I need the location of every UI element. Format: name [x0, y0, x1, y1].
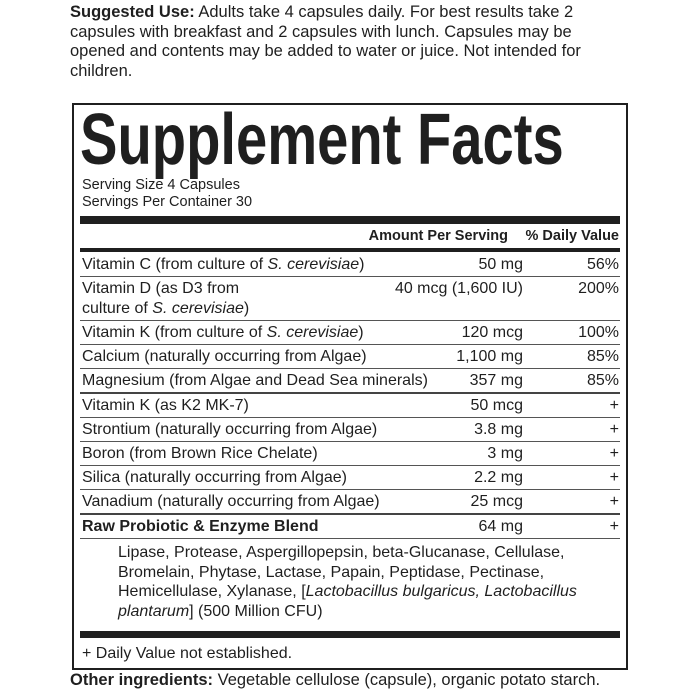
nutrient-row: Vitamin K (from culture of S. cerevisiae…: [80, 321, 620, 345]
nutrient-amount: 50 mcg: [470, 397, 523, 414]
nutrient-dv: 200%: [578, 280, 619, 297]
nutrient-name-suffix: ): [358, 324, 364, 341]
footnote: + Daily Value not established.: [82, 645, 293, 662]
nutrient-amount: 64 mg: [478, 518, 523, 535]
nutrient-name-text: Vanadium (naturally occurring from Algae…: [82, 493, 380, 510]
nutrient-name-text: Calcium (naturally occurring from Algae): [82, 348, 367, 365]
divider-bottom: [80, 631, 620, 638]
suggested-use-label: Suggested Use:: [70, 3, 195, 21]
amount-header: Amount Per Serving: [368, 228, 508, 244]
nutrient-name-text: Raw Probiotic & Enzyme Blend: [82, 518, 319, 535]
nutrient-table: Vitamin C (from culture of S. cerevisiae…: [80, 253, 620, 621]
suggested-use: Suggested Use: Adults take 4 capsules da…: [70, 3, 630, 81]
divider-thick: [80, 216, 620, 224]
nutrient-name: Calcium (naturally occurring from Algae): [82, 347, 620, 367]
panel-title: Supplement Facts: [80, 100, 564, 180]
suggested-use-text: Adults take 4 capsules daily. For best r…: [70, 3, 581, 80]
blend-text: Lipase, Protease, Aspergillopepsin, beta…: [118, 544, 565, 600]
nutrient-name-text: Vitamin C (from culture of: [82, 256, 268, 273]
nutrient-dv: 85%: [586, 348, 619, 365]
nutrient-dv: 100%: [578, 324, 619, 341]
nutrient-name: Vitamin K (from culture of S. cerevisiae…: [82, 323, 620, 343]
nutrient-dv: +: [609, 493, 619, 510]
nutrient-name: Magnesium (from Algae and Dead Sea miner…: [82, 371, 620, 391]
nutrient-dv: +: [609, 421, 619, 438]
nutrient-row: Vitamin K (as K2 MK-7) 50 mcg +: [80, 394, 620, 418]
nutrient-name: Raw Probiotic & Enzyme Blend: [82, 517, 620, 537]
nutrient-name: Vitamin D (as D3 from culture of S. cere…: [82, 279, 272, 319]
nutrient-name: Boron (from Brown Rice Chelate): [82, 444, 620, 464]
serving-size: Serving Size 4 Capsules: [82, 177, 240, 193]
nutrient-row: Vanadium (naturally occurring from Algae…: [80, 490, 620, 515]
nutrient-amount: 25 mcg: [470, 493, 523, 510]
blend-ingredients: Lipase, Protease, Aspergillopepsin, beta…: [80, 539, 618, 621]
nutrient-name: Vitamin C (from culture of S. cerevisiae…: [82, 255, 620, 275]
other-ingredients-label: Other ingredients:: [70, 671, 214, 689]
nutrient-dv: +: [609, 445, 619, 462]
column-header: Amount Per Serving % Daily Value: [80, 226, 620, 246]
nutrient-name-text: Vitamin K (as K2 MK-7): [82, 397, 249, 414]
blend-cfu: ] (500 Million CFU): [189, 602, 323, 620]
nutrient-amount: 3 mg: [487, 445, 523, 462]
nutrient-row: Vitamin C (from culture of S. cerevisiae…: [80, 253, 620, 277]
nutrient-name-suffix: ): [359, 256, 365, 273]
nutrient-name-text: Vitamin K (from culture of: [82, 324, 267, 341]
nutrient-row: Strontium (naturally occurring from Alga…: [80, 418, 620, 442]
nutrient-name-text: Boron (from Brown Rice Chelate): [82, 445, 318, 462]
nutrient-name: Vitamin K (as K2 MK-7): [82, 396, 620, 416]
nutrient-row: Magnesium (from Algae and Dead Sea miner…: [80, 369, 620, 394]
nutrient-row: Raw Probiotic & Enzyme Blend 64 mg +: [80, 515, 620, 539]
supplement-facts-panel: Supplement Facts Serving Size 4 Capsules…: [72, 103, 628, 670]
blend-probiotics: Lactobacillus bulgaricus, Lactobacillus …: [118, 583, 577, 620]
divider-header: [80, 248, 620, 252]
dv-header: % Daily Value: [525, 228, 620, 244]
nutrient-name-text: Strontium (naturally occurring from Alga…: [82, 421, 378, 438]
nutrient-row: Silica (naturally occurring from Algae) 2…: [80, 466, 620, 490]
serving-info: Serving Size 4 Capsules Servings Per Con…: [82, 177, 252, 211]
nutrient-dv: 85%: [586, 372, 619, 389]
nutrient-dv: 56%: [586, 256, 619, 273]
nutrient-name-text: Magnesium (from Algae and Dead Sea miner…: [82, 372, 428, 389]
other-ingredients-text: Vegetable cellulose (capsule), organic p…: [213, 671, 601, 689]
nutrient-name-italic: S. cerevisiae: [267, 256, 360, 273]
nutrient-name-text: Vitamin D (as D3 from culture of: [82, 280, 240, 317]
nutrient-row: Vitamin D (as D3 from culture of S. cere…: [80, 277, 620, 321]
nutrient-row: Calcium (naturally occurring from Algae)…: [80, 345, 620, 369]
nutrient-amount: 50 mg: [478, 256, 523, 273]
nutrient-dv: +: [609, 469, 619, 486]
nutrient-dv: +: [609, 518, 619, 535]
nutrient-name-suffix: ): [243, 300, 250, 317]
nutrient-dv: +: [609, 397, 619, 414]
nutrient-amount: 2.2 mg: [474, 469, 523, 486]
nutrient-name: Vanadium (naturally occurring from Algae…: [82, 492, 620, 512]
nutrient-name-italic: S. cerevisiae: [266, 324, 359, 341]
nutrient-amount: 120 mcg: [461, 324, 523, 341]
nutrient-name: Strontium (naturally occurring from Alga…: [82, 420, 620, 440]
nutrient-amount: 1,100 mg: [456, 348, 523, 365]
nutrient-name-italic: S. cerevisiae: [152, 300, 244, 317]
servings-per-container: Servings Per Container 30: [82, 194, 253, 210]
nutrient-amount: 40 mcg (1,600 IU): [394, 280, 523, 297]
nutrient-amount: 357 mg: [469, 372, 523, 389]
other-ingredients: Other ingredients: Vegetable cellulose (…: [70, 671, 600, 690]
nutrient-amount: 3.8 mg: [474, 421, 523, 438]
nutrient-name-text: Silica (naturally occurring from Algae): [82, 469, 347, 486]
nutrient-name: Silica (naturally occurring from Algae): [82, 468, 620, 488]
nutrient-row: Boron (from Brown Rice Chelate) 3 mg +: [80, 442, 620, 466]
